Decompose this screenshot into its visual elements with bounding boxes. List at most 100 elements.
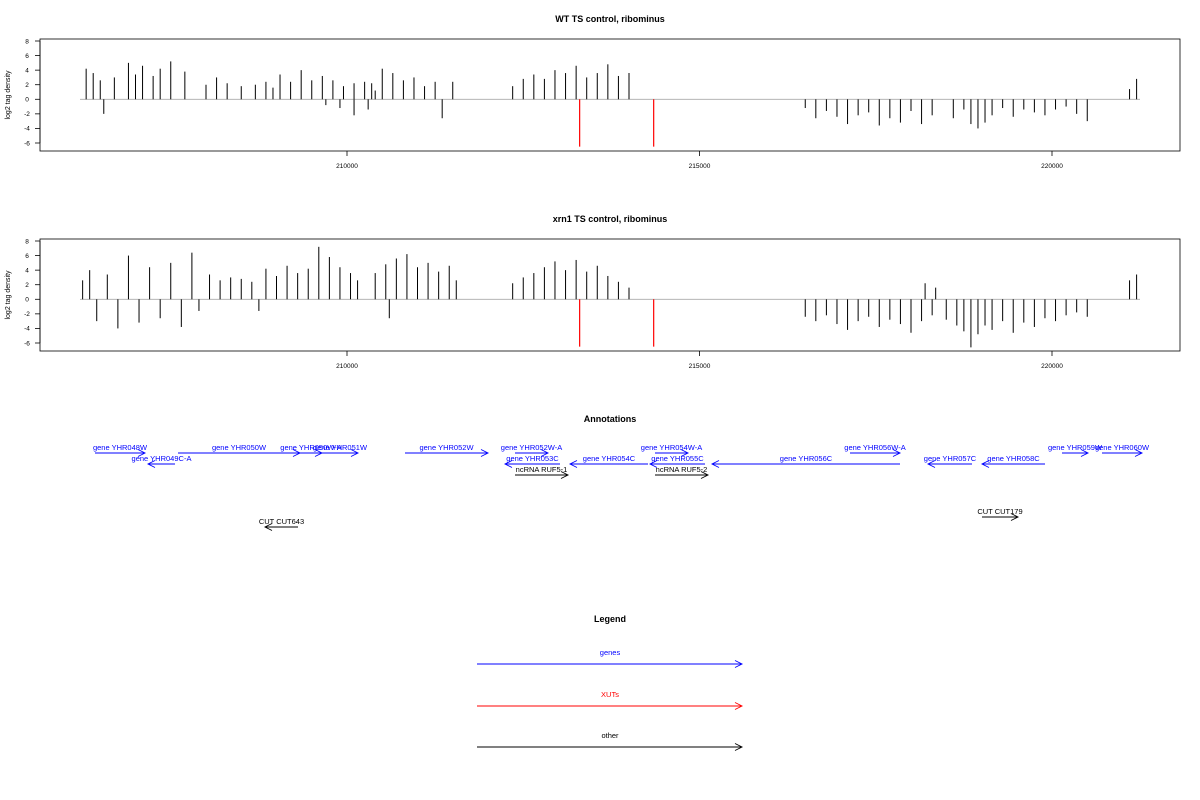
arrow-right-icon	[680, 449, 690, 457]
annotation-feature: gene YHR056W-A	[844, 443, 906, 457]
y-tick-label: 8	[25, 238, 29, 245]
legend-label: other	[601, 731, 619, 740]
legend: Legend genes XUTs other	[477, 614, 744, 751]
data-bars	[82, 246, 1138, 348]
x-tick-label: 210000	[336, 163, 358, 170]
arrow-right-icon	[560, 471, 570, 479]
arrow-left-icon	[710, 460, 720, 468]
annotation-feature: gene YHR054W-A	[641, 443, 702, 457]
arrow-left-icon	[926, 460, 936, 468]
feature-label: gene YHR050W	[212, 443, 267, 452]
y-tick-label: 4	[25, 67, 29, 74]
feature-label: gene YHR058C	[987, 454, 1040, 463]
arrow-right-icon	[1010, 513, 1020, 521]
annotation-feature: gene YHR053C	[503, 454, 560, 468]
x-axis: 210000 215000 220000	[336, 151, 1063, 170]
feature-label: gene YHR060W	[1095, 443, 1150, 452]
annotation-items: gene YHR048W gene YHR049C-A gene YHR050W ge…	[93, 443, 1150, 531]
y-tick-label: -4	[24, 326, 30, 333]
legend-item: other	[477, 731, 744, 751]
panel-xrn1-ts-control: xrn1 TS control, ribominus log2 tag dens…	[5, 214, 1181, 370]
feature-label: CUT CUT643	[259, 517, 304, 526]
annotations-title: Annotations	[584, 414, 637, 424]
annotation-feature: gene YHR057C	[924, 454, 977, 468]
x-tick-label: 220000	[1041, 163, 1063, 170]
feature-label: gene YHR053C	[506, 454, 559, 463]
arrow-right-icon	[892, 449, 902, 457]
legend-label: XUTs	[601, 690, 619, 699]
feature-label: gene YHR056W-A	[844, 443, 905, 452]
annotation-feature: ncRNA RUF5-2	[655, 465, 710, 479]
legend-label: genes	[600, 648, 621, 657]
annotation-feature: CUT CUT643	[259, 517, 304, 531]
annotation-feature: gene YHR055C	[648, 454, 705, 468]
x-tick-label: 215000	[689, 163, 711, 170]
feature-label: ncRNA RUF5-2	[656, 465, 708, 474]
feature-label: gene YHR055C	[651, 454, 704, 463]
legend-title: Legend	[594, 614, 626, 624]
y-tick-label: -6	[24, 140, 30, 147]
annotation-feature: gene YHR058C	[980, 454, 1045, 468]
feature-label: gene YHR059W	[1048, 443, 1103, 452]
y-axis: 8 6 4 2 0 -2 -4 -6	[24, 38, 41, 147]
arrow-left-icon	[503, 460, 513, 468]
arrow-right-icon	[700, 471, 710, 479]
plot-frame	[39, 38, 1181, 152]
data-bars	[85, 61, 1138, 129]
annotation-feature: gene YHR051W	[313, 443, 368, 457]
y-axis-label: log2 tag density	[5, 70, 12, 120]
y-tick-label: 4	[25, 267, 29, 274]
arrow-left-icon	[146, 460, 156, 468]
legend-item: XUTs	[477, 690, 744, 710]
annotation-feature: gene YHR052W-A	[501, 443, 562, 457]
panel-title: xrn1 TS control, ribominus	[553, 214, 668, 224]
arrow-left-icon	[568, 460, 578, 468]
y-axis: 8 6 4 2 0 -2 -4 -6	[24, 238, 41, 347]
y-tick-label: -2	[24, 311, 30, 318]
y-tick-label: 6	[25, 253, 29, 260]
annotation-feature: gene YHR056C	[710, 454, 900, 468]
arrow-left-icon	[263, 523, 273, 531]
annotation-feature: gene YHR049C-A	[132, 454, 192, 468]
feature-label: gene YHR056C	[780, 454, 833, 463]
feature-label: gene YHR052W-A	[501, 443, 562, 452]
y-tick-label: 0	[25, 297, 29, 304]
arrow-left-icon	[980, 460, 990, 468]
x-tick-label: 215000	[689, 363, 711, 370]
arrow-left-icon	[648, 460, 658, 468]
annotation-feature: ncRNA RUF5-1	[515, 465, 570, 479]
y-tick-label: 8	[25, 38, 29, 45]
annotation-feature: gene YHR060W	[1095, 443, 1150, 457]
feature-label: gene YHR048W	[93, 443, 148, 452]
annotation-feature: CUT CUT179	[977, 507, 1023, 521]
feature-label: gene YHR052W	[419, 443, 474, 452]
arrow-right-icon	[1134, 449, 1144, 457]
feature-label: CUT CUT179	[977, 507, 1022, 516]
annotation-feature: gene YHR054C	[568, 454, 648, 468]
panel-wt-ts-control: WT TS control, ribominus log2 tag densit…	[5, 14, 1181, 170]
arrow-right-icon	[734, 702, 744, 710]
plot-frame	[39, 238, 1181, 352]
y-tick-label: 2	[25, 282, 29, 289]
y-tick-label: 2	[25, 82, 29, 89]
y-tick-label: 6	[25, 53, 29, 60]
arrow-right-icon	[540, 449, 550, 457]
feature-label: gene YHR054C	[583, 454, 636, 463]
legend-item: genes	[477, 648, 744, 668]
annotation-feature: gene YHR059W	[1048, 443, 1103, 457]
y-axis-label: log2 tag density	[5, 270, 12, 320]
feature-label: gene YHR049C-A	[132, 454, 192, 463]
xut-markers	[579, 299, 655, 347]
feature-label: ncRNA RUF5-1	[516, 465, 568, 474]
arrow-right-icon	[734, 660, 744, 668]
arrow-right-icon	[480, 449, 490, 457]
panel-title: WT TS control, ribominus	[555, 14, 665, 24]
xut-markers	[579, 99, 655, 147]
x-axis: 210000 215000 220000	[336, 351, 1063, 370]
y-tick-label: -4	[24, 126, 30, 133]
x-tick-label: 220000	[1041, 363, 1063, 370]
arrow-right-icon	[137, 449, 147, 457]
feature-label: gene YHR054W-A	[641, 443, 702, 452]
